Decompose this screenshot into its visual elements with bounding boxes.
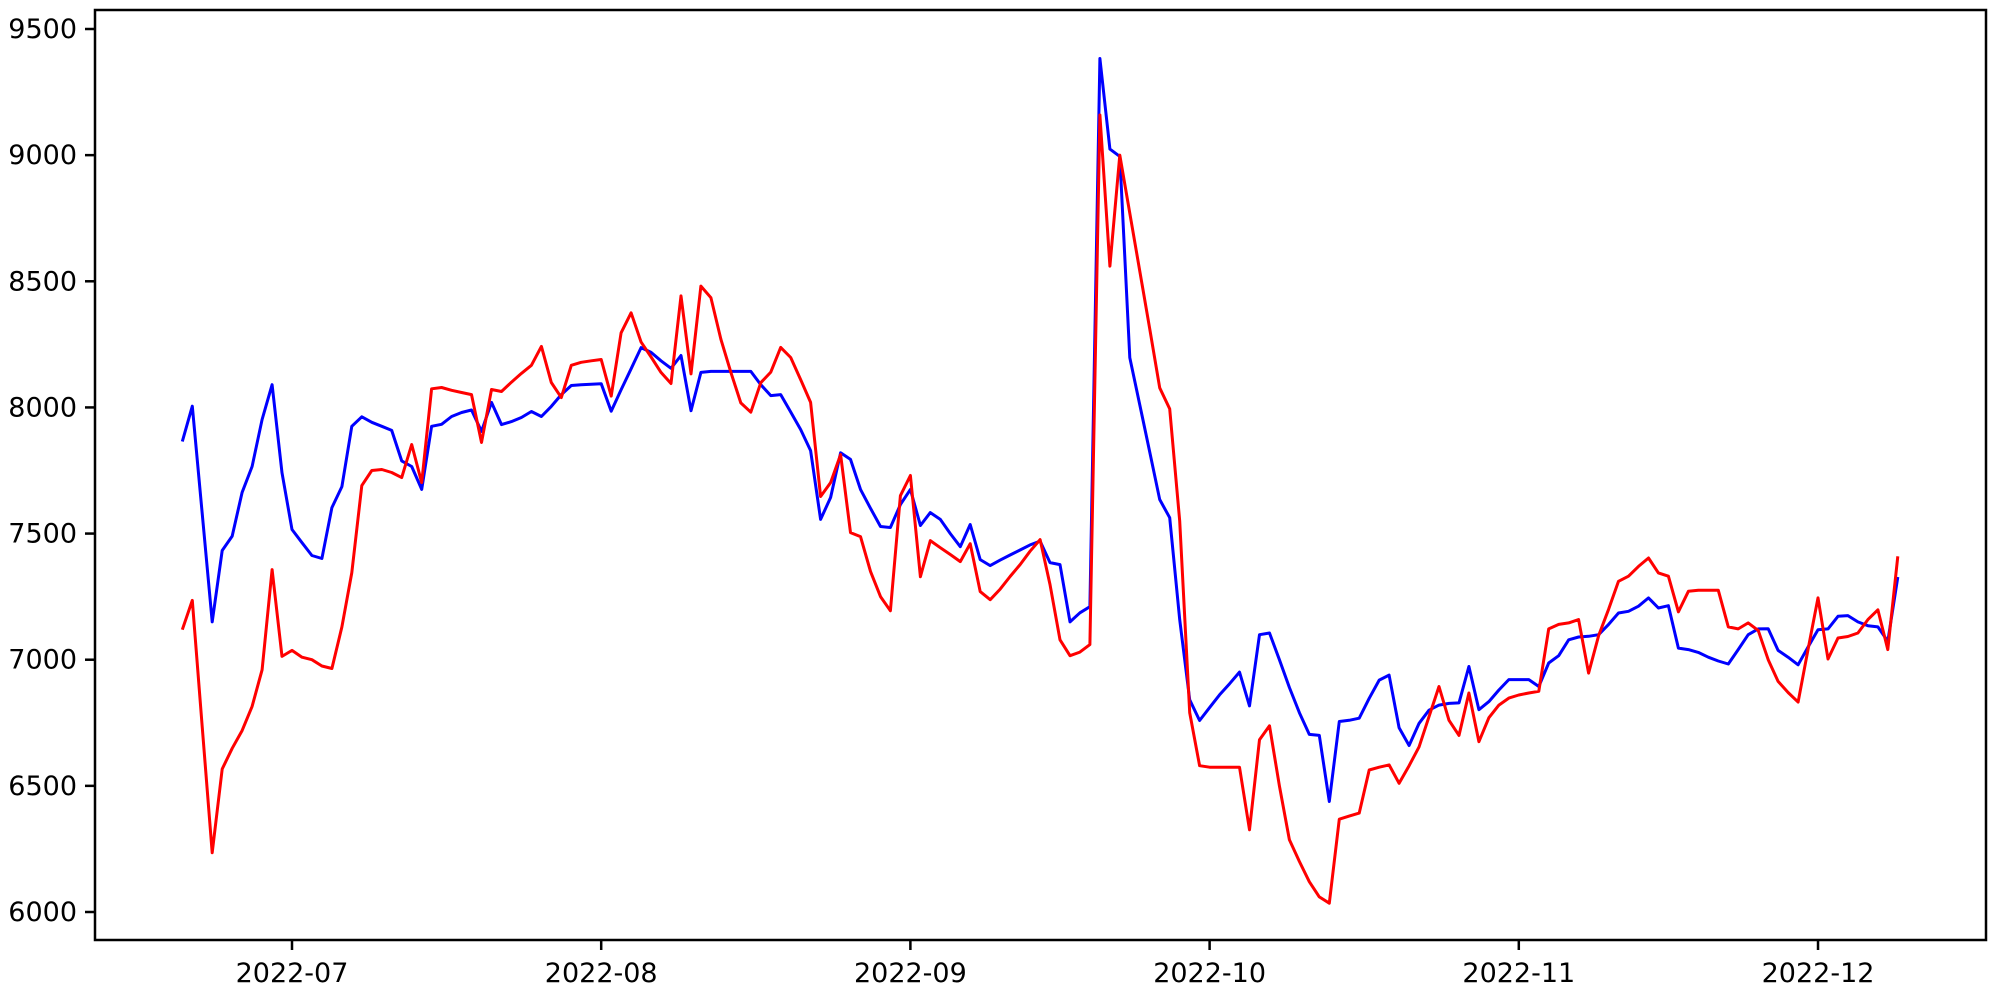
y-tick-label: 6000 (8, 897, 77, 928)
y-axis-ticks: 6000 6500 7000 7500 8000 8500 9000 9500 (8, 14, 95, 928)
y-tick-label: 9000 (8, 140, 77, 171)
y-tick-label: 6500 (8, 771, 77, 802)
y-tick-label: 8500 (8, 266, 77, 297)
axes-spines (93, 8, 1988, 942)
x-tick-label: 2022-12 (1762, 958, 1875, 989)
y-tick-label: 7500 (8, 519, 77, 550)
x-tick-label: 2022-08 (545, 958, 658, 989)
x-tick-label: 2022-11 (1462, 958, 1575, 989)
x-axis-ticks: 2022-07 2022-08 2022-09 2022-10 2022-11 2022-… (236, 940, 1875, 989)
red-series-line (180, 113, 1900, 905)
x-tick-label: 2022-10 (1153, 958, 1266, 989)
y-tick-label: 7000 (8, 645, 77, 676)
x-tick-label: 2022-07 (236, 958, 349, 989)
y-tick-label: 9500 (8, 14, 77, 45)
plot-area (95, 10, 1986, 940)
x-tick-label: 2022-09 (854, 958, 967, 989)
y-tick-label: 8000 (8, 392, 77, 423)
series-lines (180, 57, 1900, 905)
